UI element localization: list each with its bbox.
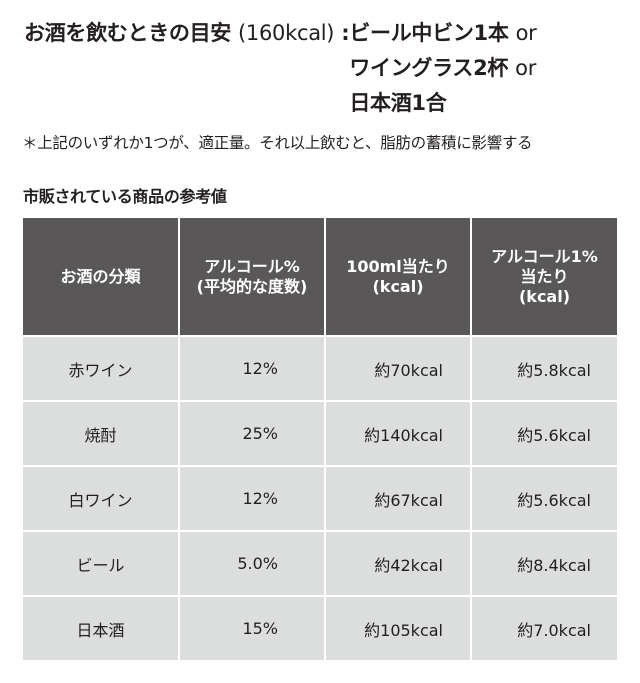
- table-header-row: お酒の分類 アルコール% (平均的な度数) 100ml当たり (kcal) アル…: [23, 218, 617, 336]
- cell-category: ビール: [23, 531, 180, 597]
- table-row: 焼酎 25% 約140kcal 約5.6kcal: [23, 401, 617, 467]
- cell-alcohol-percent: 12%: [179, 466, 326, 532]
- table-row: ビール 5.0% 約42kcal 約8.4kcal: [23, 531, 617, 597]
- guideline-options: ビール中ビン1本 or ワイングラス2杯 or 日本酒1合: [349, 16, 536, 121]
- guideline-option: 日本酒1合: [349, 86, 536, 121]
- guideline-option-text: 日本酒1合: [349, 91, 447, 115]
- cell-kcal-per-1-percent: 約7.0kcal: [471, 596, 617, 660]
- cell-category: 日本酒: [23, 596, 180, 660]
- guideline-or: or: [515, 21, 537, 45]
- cell-kcal-per-100ml: 約42kcal: [325, 531, 472, 597]
- cell-kcal-per-1-percent: 約8.4kcal: [471, 531, 617, 597]
- footnote: ＊上記のいずれか1つが、適正量。それ以上飲むと、脂肪の蓄積に影響する: [22, 134, 533, 152]
- guideline-kcal: (160kcal): [238, 21, 335, 45]
- cell-kcal-per-100ml: 約105kcal: [325, 596, 472, 660]
- guideline-option: ワイングラス2杯 or: [349, 51, 536, 86]
- cell-kcal-per-100ml: 約140kcal: [325, 401, 472, 467]
- cell-category: 焼酎: [23, 401, 180, 467]
- cell-kcal-per-100ml: 約70kcal: [325, 336, 472, 402]
- cell-kcal-per-1-percent: 約5.6kcal: [471, 466, 617, 532]
- cell-category: 白ワイン: [23, 466, 180, 532]
- cell-alcohol-percent: 15%: [179, 596, 326, 660]
- cell-alcohol-percent: 25%: [179, 401, 326, 467]
- table-caption: 市販されている商品の参考値: [23, 187, 227, 206]
- table-row: 日本酒 15% 約105kcal 約7.0kcal: [23, 596, 617, 660]
- drinking-guideline: お酒を飲むときの目安 (160kcal) : ビール中ビン1本 or ワイングラ…: [24, 16, 537, 121]
- cell-kcal-per-1-percent: 約5.8kcal: [471, 336, 617, 402]
- cell-kcal-per-100ml: 約67kcal: [325, 466, 472, 532]
- table-row: 赤ワイン 12% 約70kcal 約5.8kcal: [23, 336, 617, 402]
- header-alcohol-percent: アルコール% (平均的な度数): [179, 218, 326, 336]
- header-kcal-per-1-percent: アルコール1% 当たり (kcal): [471, 218, 617, 336]
- cell-category: 赤ワイン: [23, 336, 180, 402]
- guideline-option-text: ビール中ビン1本: [349, 21, 509, 45]
- cell-alcohol-percent: 5.0%: [179, 531, 326, 597]
- cell-kcal-per-1-percent: 約5.6kcal: [471, 401, 617, 467]
- header-kcal-per-100ml: 100ml当たり (kcal): [325, 218, 472, 336]
- reference-table: お酒の分類 アルコール% (平均的な度数) 100ml当たり (kcal) アル…: [23, 218, 617, 660]
- guideline-separator: :: [341, 21, 350, 45]
- guideline-label: お酒を飲むときの目安: [24, 21, 231, 45]
- cell-alcohol-percent: 12%: [179, 336, 326, 402]
- table-row: 白ワイン 12% 約67kcal 約5.6kcal: [23, 466, 617, 532]
- guideline-option: ビール中ビン1本 or: [349, 16, 536, 51]
- header-category: お酒の分類: [23, 218, 180, 336]
- guideline-option-text: ワイングラス2杯: [349, 56, 509, 80]
- guideline-or: or: [515, 56, 537, 80]
